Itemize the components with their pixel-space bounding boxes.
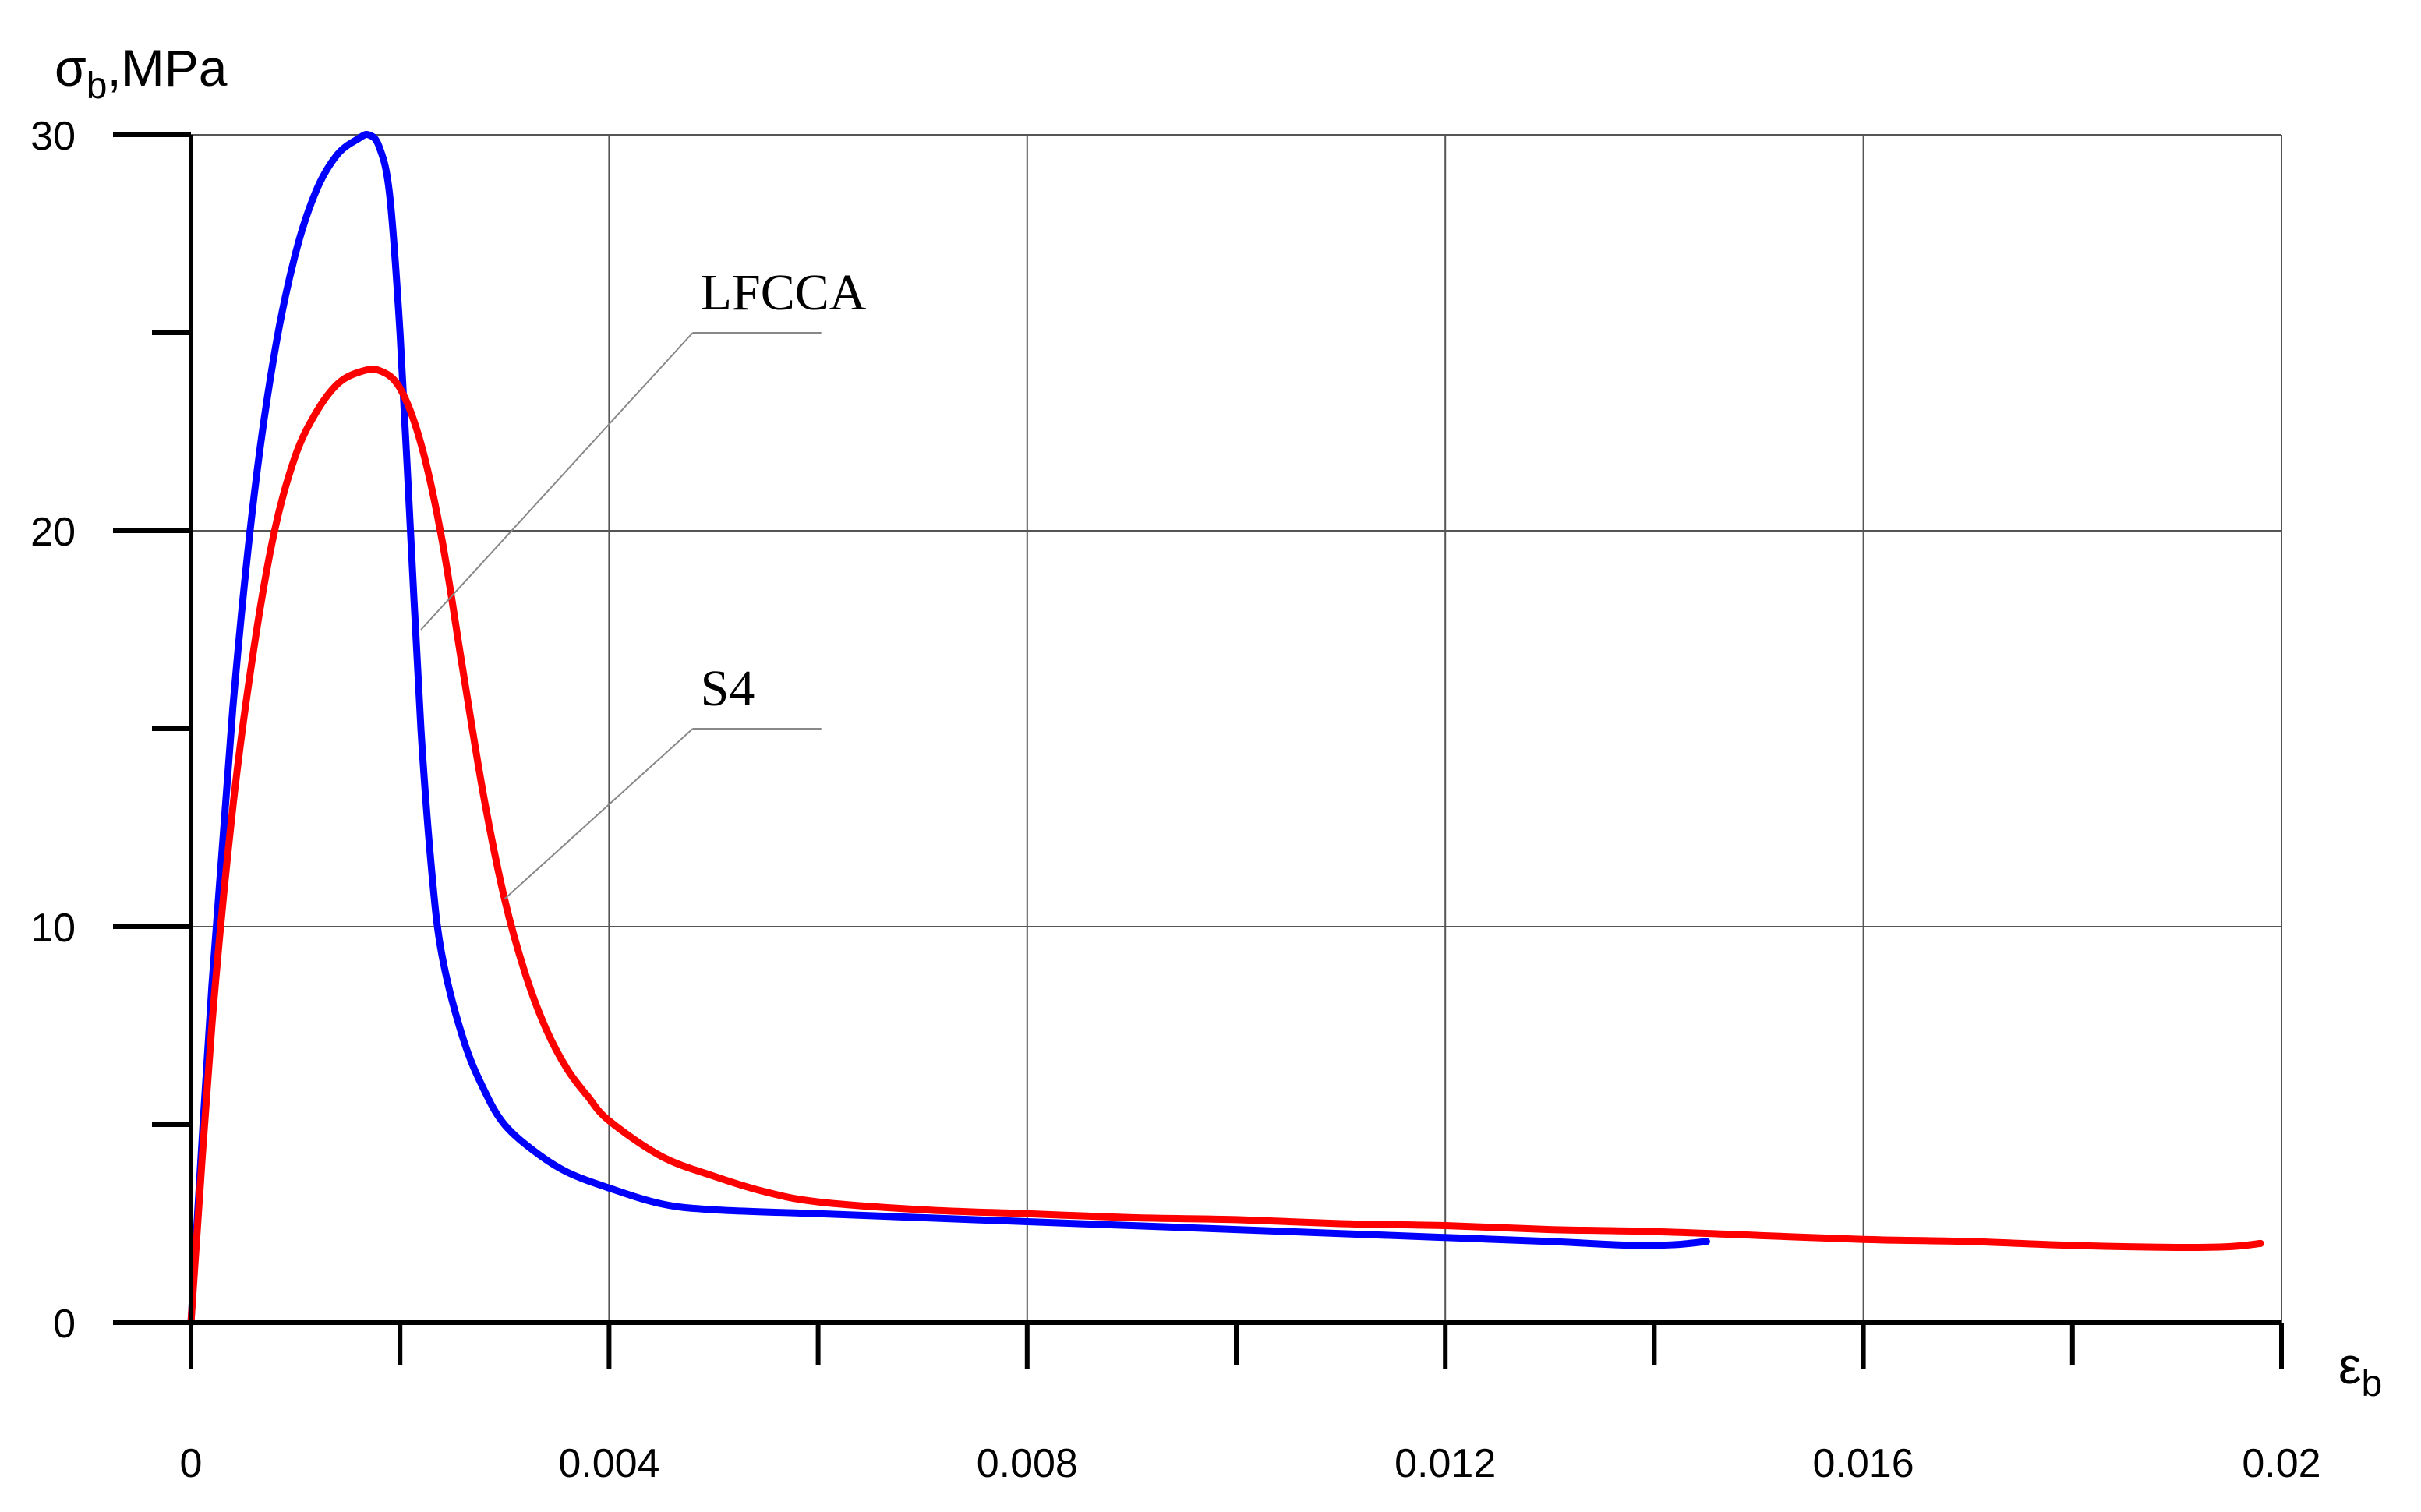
callouts: LFCCA S4 [420,264,867,900]
series-label-s4: S4 [701,660,755,717]
y-tick-label: 0 [53,1302,76,1347]
x-tick-label: 0 [180,1441,203,1486]
series-layer [187,130,2264,1327]
x-tick-label: 0.02 [2242,1441,2320,1486]
leader-line-s4 [504,728,694,900]
y-tick-label: 20 [30,510,76,555]
series-line-s4 [187,366,2264,1327]
y-axis-unit: ,MPa [107,39,227,97]
x-axis-title: εb [2338,1337,2382,1404]
series-label-lfcca: LFCCA [701,264,867,321]
tick-labels: 0 10 20 30 0 0.004 0.008 0.012 0.016 0.02 [30,114,2320,1486]
leader-line-lfcca [420,332,694,631]
x-axis-symbol: ε [2338,1337,2361,1394]
y-tick-label: 10 [30,906,76,951]
y-axis-subscript: b [87,65,108,107]
y-axis-title: σb,MPa [55,39,228,107]
axes [113,132,2284,1369]
x-tick-label: 0.008 [977,1441,1078,1486]
series-line-lfcca [187,130,1710,1327]
x-axis-subscript: b [2361,1363,2382,1404]
x-tick-label: 0.012 [1394,1441,1496,1486]
x-tick-label: 0.016 [1813,1441,1914,1486]
y-axis-symbol: σ [55,39,87,97]
grid [191,134,2282,1323]
y-tick-label: 30 [30,114,76,159]
x-tick-label: 0.004 [558,1441,659,1486]
